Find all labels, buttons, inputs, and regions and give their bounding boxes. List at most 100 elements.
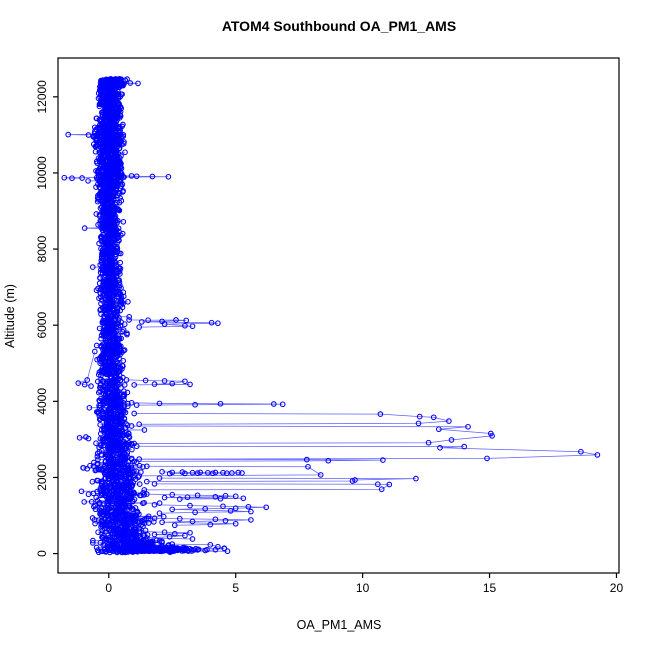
data-point [143,515,150,521]
data-point [126,317,132,323]
data-point [380,457,386,463]
data-point [151,548,157,555]
data-point [65,131,72,138]
axes: 0 5 10 15 20 0 2000 4000 6000 8000 10000 12000 [35,57,624,595]
data-point [182,378,188,385]
data-point [220,469,226,476]
excursion-line [76,351,96,387]
data-point [95,169,102,175]
data-point [161,494,168,501]
data-point [202,547,209,554]
x-tick-label: 20 [610,581,624,595]
data-point [92,148,99,155]
data-point [98,427,105,433]
excursion-line [139,465,322,477]
data-point [167,549,173,556]
excursion-line [126,379,191,386]
data-point [189,323,196,330]
data-point [197,469,204,476]
data-point [126,434,133,441]
x-tick-label: 15 [483,581,497,595]
data-point [87,462,93,469]
data-point [430,414,437,421]
data-point [136,528,143,535]
data-point [117,271,123,277]
data-point [202,505,209,512]
data-point [136,421,143,428]
data-point [189,536,196,542]
data-point [179,548,186,554]
data-point [89,478,96,485]
data-point [98,224,105,231]
data-point [165,173,172,180]
data-point [121,174,127,180]
data-point [133,173,140,180]
data-point [248,508,254,515]
data-point [187,529,193,536]
data-point [88,498,95,505]
data-point [96,103,103,110]
y-tick-label: 10000 [35,156,49,190]
data-point [102,306,109,313]
data-point [88,383,94,389]
data-point [79,175,85,181]
data-point [161,321,168,327]
data-point [263,504,270,511]
excursion-points [61,80,601,554]
data-point [188,548,195,554]
data-point [166,470,173,477]
data-point [85,491,92,498]
data-point [85,178,91,184]
data-point [279,401,286,408]
data-point [159,548,165,555]
data-point [131,458,138,465]
data-point [97,360,104,367]
data-point [425,439,432,446]
data-point [220,503,226,510]
data-point [141,487,148,493]
data-point [96,416,103,423]
data-point [100,225,107,232]
data-point [187,502,193,509]
data-point [140,500,146,507]
data-point [578,448,584,455]
data-point [131,548,137,555]
data-point [159,468,165,475]
data-point [305,463,311,470]
data-point [120,327,127,333]
data-point [138,492,144,499]
data-point [207,521,214,528]
data-point [171,522,178,529]
data-point [98,218,105,225]
data-point [125,433,132,440]
data-point [141,427,148,433]
data-point [135,80,141,87]
data-point [415,420,422,427]
data-point [232,493,239,500]
data-point [100,260,106,267]
data-point [138,319,145,325]
y-tick-label: 12000 [35,80,49,114]
data-point [94,160,100,166]
data-point [85,435,92,442]
data-point [182,322,188,329]
excursion-line [68,133,98,136]
data-point [97,415,104,422]
excursion-line [131,458,383,462]
data-point [171,530,178,537]
data-point [93,544,100,551]
data-point [215,320,221,327]
data-point [217,495,224,502]
data-point [378,486,385,493]
data-point [151,515,158,522]
data-point [140,464,146,470]
data-point [182,532,188,539]
data-point [153,548,160,554]
data-point [126,313,133,320]
data-point [116,80,122,87]
data-point [118,301,125,308]
data-point [136,473,143,479]
data-point [192,509,198,516]
data-point [303,456,310,463]
data-point [160,513,167,520]
